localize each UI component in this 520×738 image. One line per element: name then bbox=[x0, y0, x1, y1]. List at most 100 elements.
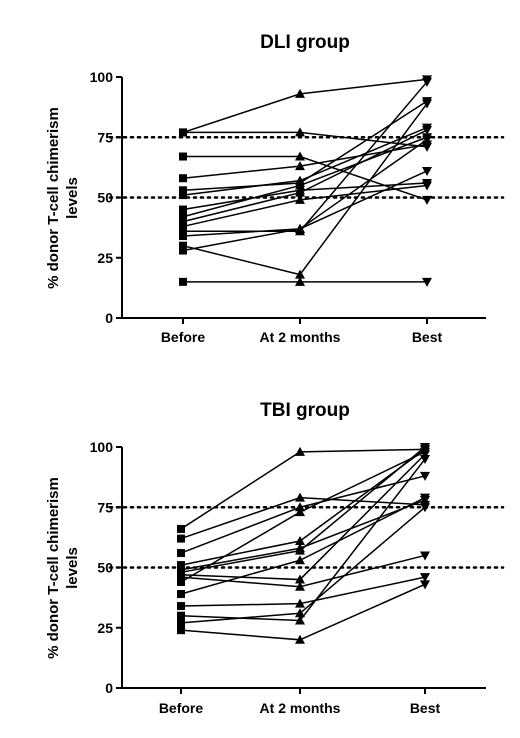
y-axis-label: % donor T-cell chimerism levels bbox=[45, 107, 81, 289]
point-triangle-down bbox=[420, 447, 430, 457]
point-square bbox=[177, 590, 185, 599]
point-triangle-down bbox=[422, 277, 432, 287]
point-triangle-up bbox=[295, 581, 305, 591]
series-13 bbox=[177, 503, 430, 627]
y-axis-label-line-2: levels bbox=[64, 177, 81, 219]
series-line bbox=[182, 184, 428, 228]
point-square bbox=[179, 186, 187, 195]
y-axis-label-line-1: % donor T-cell chimerism bbox=[45, 477, 62, 659]
point-triangle-down bbox=[422, 195, 432, 205]
x-tick-label: Best bbox=[412, 329, 443, 345]
point-square bbox=[177, 573, 185, 582]
point-triangle-down bbox=[420, 503, 430, 513]
x-tick-label: Before bbox=[161, 329, 206, 345]
point-triangle-up bbox=[295, 608, 305, 618]
series-line bbox=[180, 583, 426, 641]
chart-title: DLI group bbox=[260, 32, 350, 53]
x-tick-label: Before bbox=[159, 700, 204, 716]
point-triangle-up bbox=[295, 187, 305, 197]
panel-dli: DLI group % donor T-cell chimerism levels 0… bbox=[45, 32, 505, 345]
point-triangle-up bbox=[295, 127, 305, 137]
series-11 bbox=[177, 573, 430, 611]
point-triangle-down bbox=[420, 493, 430, 503]
series-1 bbox=[177, 445, 430, 533]
point-triangle-down bbox=[422, 99, 432, 109]
series-1 bbox=[179, 75, 432, 137]
point-triangle-up bbox=[295, 492, 305, 502]
point-triangle-down bbox=[420, 471, 430, 481]
series-line bbox=[180, 448, 426, 530]
series-14 bbox=[179, 135, 432, 255]
point-square bbox=[177, 602, 185, 611]
point-triangle-up bbox=[295, 161, 305, 171]
y-tick-label: 75 bbox=[97, 499, 113, 515]
point-triangle-down bbox=[422, 140, 432, 150]
point-triangle-up bbox=[295, 615, 305, 625]
point-triangle-up bbox=[295, 223, 305, 233]
series-line bbox=[182, 100, 428, 192]
series-13 bbox=[179, 99, 432, 279]
series-line bbox=[180, 496, 426, 540]
point-triangle-down bbox=[420, 455, 430, 465]
point-square bbox=[177, 534, 185, 543]
point-square bbox=[179, 128, 187, 137]
point-square bbox=[179, 241, 187, 250]
point-square bbox=[179, 227, 187, 236]
point-triangle-down bbox=[420, 573, 430, 583]
y-tick-label: 50 bbox=[97, 560, 113, 576]
y-tick-label: 25 bbox=[97, 620, 113, 636]
point-triangle-up bbox=[295, 180, 305, 190]
y-tick-label: 75 bbox=[97, 129, 113, 145]
chart-title: TBI group bbox=[260, 400, 350, 421]
point-triangle-down bbox=[420, 443, 430, 452]
series-line bbox=[182, 143, 428, 179]
series-15 bbox=[179, 276, 432, 287]
y-axis-label-line-2: levels bbox=[64, 547, 81, 589]
point-triangle-down bbox=[420, 551, 430, 561]
y-tick-label: 100 bbox=[90, 69, 114, 85]
point-triangle-down bbox=[422, 166, 432, 176]
point-triangle-up bbox=[295, 634, 305, 644]
series-line bbox=[182, 129, 428, 223]
point-triangle-down bbox=[422, 135, 432, 145]
point-square bbox=[179, 222, 187, 231]
series-12 bbox=[177, 455, 430, 625]
point-square bbox=[177, 577, 185, 586]
series-9 bbox=[177, 447, 430, 586]
point-triangle-down bbox=[422, 77, 432, 87]
point-square bbox=[179, 191, 187, 200]
point-triangle-up bbox=[295, 151, 305, 161]
point-square bbox=[179, 217, 187, 226]
point-square bbox=[179, 205, 187, 214]
point-square bbox=[177, 549, 185, 558]
point-triangle-down bbox=[420, 580, 430, 590]
point-triangle-up bbox=[295, 446, 305, 456]
point-triangle-up bbox=[295, 269, 305, 279]
series-14 bbox=[177, 580, 430, 644]
series-line bbox=[182, 136, 428, 218]
point-triangle-up bbox=[295, 194, 305, 204]
x-tick-label: Best bbox=[410, 700, 441, 716]
series-9 bbox=[179, 126, 432, 226]
y-tick-label: 50 bbox=[97, 190, 113, 206]
point-square bbox=[177, 626, 185, 635]
point-triangle-down bbox=[422, 126, 432, 136]
panel-tbi: TBI group % donor T-cell chimerism levels 0… bbox=[45, 400, 505, 716]
point-triangle-up bbox=[295, 175, 305, 185]
point-square bbox=[177, 618, 185, 627]
point-triangle-down bbox=[422, 181, 432, 191]
point-square bbox=[179, 212, 187, 221]
series-10 bbox=[177, 493, 430, 599]
y-tick-label: 0 bbox=[105, 310, 113, 326]
point-square bbox=[179, 174, 187, 183]
point-square bbox=[177, 524, 185, 533]
x-tick-label: At 2 months bbox=[260, 329, 341, 345]
point-square bbox=[179, 277, 187, 286]
y-tick-label: 25 bbox=[97, 250, 113, 266]
y-axis-label-line-1: % donor T-cell chimerism bbox=[45, 107, 62, 289]
point-triangle-up bbox=[295, 598, 305, 608]
point-square bbox=[177, 561, 185, 570]
point-triangle-up bbox=[295, 276, 305, 286]
point-triangle-up bbox=[295, 88, 305, 98]
x-tick-label: At 2 months bbox=[260, 700, 341, 716]
